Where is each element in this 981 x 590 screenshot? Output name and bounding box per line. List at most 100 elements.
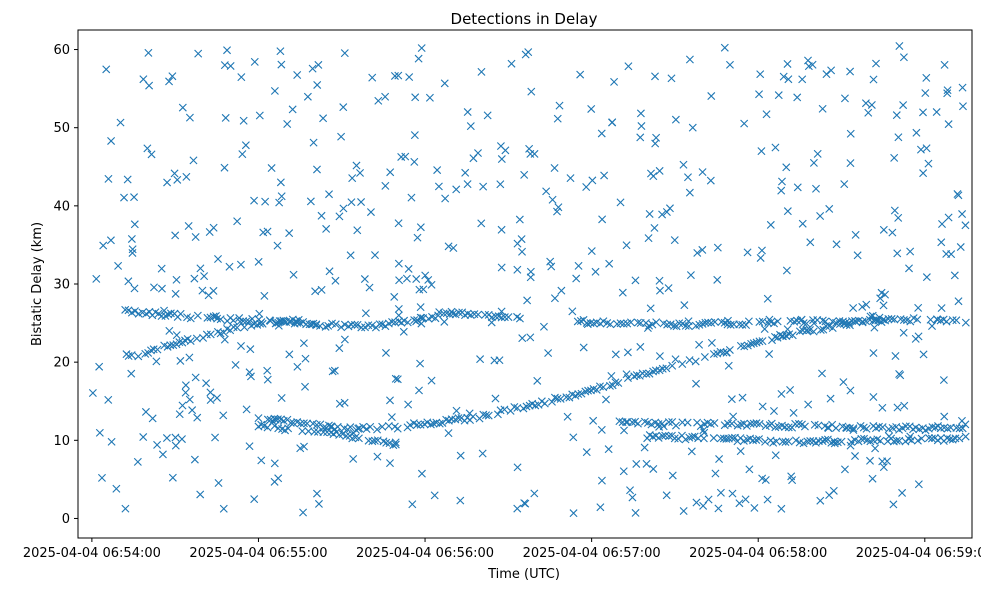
data-point [879,225,888,234]
data-point [317,285,326,294]
data-point [944,120,953,129]
data-point [828,324,837,333]
data-point [760,325,769,334]
data-point [254,414,263,423]
data-point [600,171,609,180]
data-point [196,490,205,499]
data-point [466,122,475,131]
data-point [547,262,556,271]
data-point [220,163,229,172]
data-point [620,426,629,435]
data-point [727,395,736,404]
data-point [375,320,384,329]
data-point [944,213,953,222]
data-point [444,242,453,251]
data-point [582,448,591,457]
data-point [642,459,651,468]
data-point [832,424,840,433]
data-point [116,118,125,127]
data-point [798,75,807,84]
data-point [356,168,365,177]
data-point [644,234,653,243]
data-point [884,315,893,324]
data-point [938,219,947,228]
data-point [679,507,688,516]
y-tick-label: 60 [53,43,70,58]
data-point [698,168,707,177]
data-point [283,120,292,128]
data-point [231,360,240,369]
data-point [131,307,139,316]
data-point [857,434,866,443]
data-point [255,309,264,318]
data-point [885,432,894,441]
data-point [444,429,453,438]
data-point [905,264,913,273]
data-point [257,318,266,327]
data-point [699,501,708,510]
x-axis-label: Time (UTC) [487,567,560,582]
data-point [738,320,747,329]
data-point [274,321,283,330]
data-point [926,315,935,324]
data-point [348,174,357,183]
data-point [868,474,877,483]
x-axis-ticks: 2025-04-04 06:54:00 2025-04-04 06:55:00 20… [23,538,981,561]
data-point [404,400,413,409]
data-point [752,338,761,347]
data-point [774,91,783,100]
data-point [749,436,757,445]
data-point [791,436,800,445]
data-point [285,229,294,238]
data-point [743,248,752,257]
data-point [493,410,502,419]
data-point [539,322,548,331]
data-point [513,265,522,274]
data-point [270,86,279,95]
data-point [680,301,689,310]
data-point [707,92,716,101]
data-point [219,504,228,513]
data-point [841,318,850,327]
data-point [219,411,228,420]
data-point [626,318,635,327]
data-point [958,424,967,433]
data-point [130,220,139,229]
data-point [793,93,802,102]
data-point [255,111,264,120]
data-point [359,422,368,431]
data-point [824,423,832,432]
data-point [510,403,519,411]
data-point [250,196,259,205]
data-point [500,313,509,322]
data-point [587,247,596,256]
data-point [871,316,880,325]
data-point [426,420,435,429]
data-point [569,433,578,442]
data-point [763,294,772,303]
data-point [173,175,182,184]
data-point [314,499,323,508]
data-point [872,59,880,68]
data-point [784,437,793,446]
y-tick-label: 30 [53,278,70,293]
data-point [568,307,577,316]
data-point [381,181,390,190]
data-point [368,73,377,82]
data-point [808,60,817,69]
data-point [317,211,326,220]
data-point [540,399,549,408]
data-point [347,320,356,329]
data-point [783,207,792,216]
data-point [360,275,369,284]
data-point [190,455,199,464]
data-point [128,248,137,257]
data-point [858,302,867,311]
data-point [574,390,583,399]
data-point [114,261,123,270]
data-point [325,190,334,199]
data-point [771,143,780,152]
data-point [894,213,903,222]
data-point [758,317,767,326]
data-point [497,313,506,322]
